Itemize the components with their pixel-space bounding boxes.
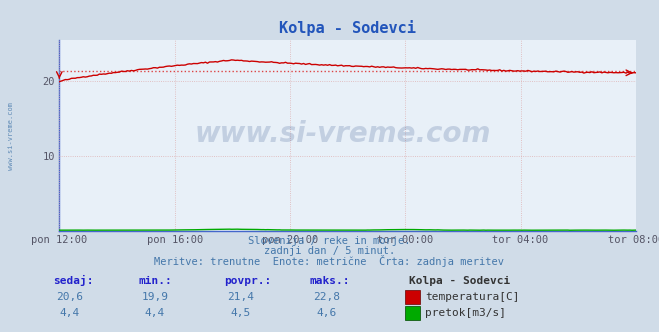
Text: pretok[m3/s]: pretok[m3/s] [425,308,506,318]
Title: Kolpa - Sodevci: Kolpa - Sodevci [279,20,416,36]
Text: 19,9: 19,9 [142,292,168,302]
Text: Slovenija / reke in morje.: Slovenija / reke in morje. [248,236,411,246]
Text: sedaj:: sedaj: [53,275,93,286]
Text: 21,4: 21,4 [227,292,254,302]
Text: 20,6: 20,6 [56,292,82,302]
Text: temperatura[C]: temperatura[C] [425,292,519,302]
Text: povpr.:: povpr.: [224,276,272,286]
Text: www.si-vreme.com: www.si-vreme.com [194,121,491,148]
Text: www.si-vreme.com: www.si-vreme.com [7,102,14,170]
Text: 4,5: 4,5 [231,308,250,318]
Text: 4,4: 4,4 [59,308,79,318]
Text: 4,4: 4,4 [145,308,165,318]
Text: zadnji dan / 5 minut.: zadnji dan / 5 minut. [264,246,395,256]
Text: Kolpa - Sodevci: Kolpa - Sodevci [409,276,510,286]
Text: 22,8: 22,8 [313,292,339,302]
Text: maks.:: maks.: [310,276,350,286]
Text: min.:: min.: [138,276,172,286]
Text: 4,6: 4,6 [316,308,336,318]
Text: Meritve: trenutne  Enote: metrične  Črta: zadnja meritev: Meritve: trenutne Enote: metrične Črta: … [154,255,505,267]
